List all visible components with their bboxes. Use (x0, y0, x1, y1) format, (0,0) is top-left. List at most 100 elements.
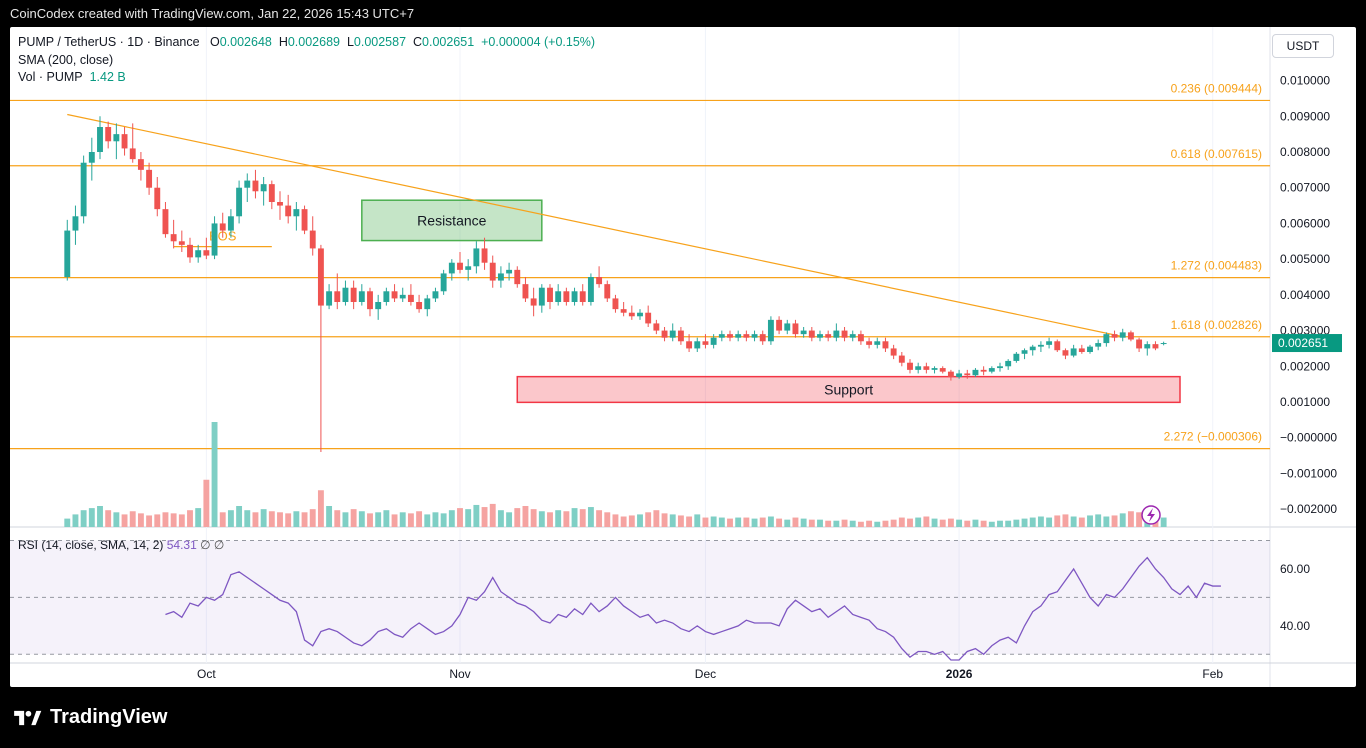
price-axis-label: 0.001000 (1280, 395, 1330, 409)
support-label: Support (824, 382, 873, 398)
candle-body (1087, 346, 1093, 352)
candle-body (416, 302, 423, 310)
volume-bar (538, 511, 545, 527)
volume-bar (849, 520, 856, 527)
volume-bar (702, 517, 709, 527)
candle-body (424, 298, 431, 310)
volume-bar (72, 514, 79, 527)
volume-bar (767, 516, 774, 527)
trendline (67, 113, 1123, 338)
candle-body (547, 287, 553, 302)
volume-bar (743, 517, 750, 527)
candle-body (277, 202, 283, 206)
volume-bar (1005, 520, 1012, 527)
candle-body (97, 127, 103, 152)
volume-bar (579, 509, 586, 527)
candle-body (997, 366, 1003, 369)
volume-bar (1046, 517, 1053, 527)
volume-legend[interactable]: Vol · PUMP 1.42 B (18, 70, 126, 84)
volume-bar (1062, 514, 1069, 527)
candle-body (64, 230, 71, 277)
candle-body (358, 291, 365, 302)
volume-bar (137, 513, 144, 527)
candle-body (146, 169, 153, 188)
candle-body (931, 368, 938, 370)
candle-body (481, 248, 488, 263)
volume-bar (473, 504, 480, 527)
volume-bar (162, 512, 169, 527)
candle-body (1136, 339, 1143, 349)
candle-body (162, 209, 169, 235)
volume-bar (907, 518, 913, 527)
volume-bar (1021, 518, 1028, 527)
candle-body (579, 291, 586, 302)
volume-bar (227, 510, 234, 527)
price-axis-label: 0.007000 (1280, 181, 1330, 195)
price-axis-label: −0.000000 (1280, 431, 1337, 445)
sma-legend[interactable]: SMA (200, close) (18, 53, 114, 67)
volume-bar (342, 512, 349, 527)
candle-body (980, 369, 987, 372)
hidden-icon[interactable]: ∅ ∅ (200, 538, 225, 552)
volume-bar (88, 508, 95, 527)
candle-body (857, 334, 864, 342)
candle-body (137, 159, 144, 170)
candle-body (391, 291, 398, 299)
price-chart-svg[interactable]: OctNovDec2026Feb0.0110000.0100000.009000… (10, 27, 1356, 687)
volume-bar (497, 510, 504, 527)
volume-bar (170, 513, 177, 527)
candle-body (203, 250, 210, 256)
volume-bar (1136, 512, 1143, 527)
candle-body (432, 291, 439, 299)
volume-bar (448, 510, 455, 527)
volume-bar (1070, 516, 1077, 527)
candle-body (506, 269, 513, 274)
candle-body (1037, 344, 1044, 347)
currency-button[interactable]: USDT (1272, 34, 1334, 58)
candle-body (645, 312, 652, 324)
volume-bar (1013, 519, 1020, 527)
time-axis-label: Dec (695, 667, 716, 681)
candle-body (817, 334, 823, 338)
volume-bar (489, 503, 496, 527)
candle-body (686, 341, 693, 349)
candle-body (227, 216, 234, 231)
rsi-legend[interactable]: RSI (14, close, SMA, 14, 2) 54.31 ∅ ∅ (18, 538, 224, 552)
volume-bar (260, 509, 267, 527)
candle-body (751, 334, 758, 338)
candle-body (743, 334, 750, 338)
symbol-label[interactable]: PUMP / TetherUS · 1D · Binance (18, 35, 200, 49)
candle-body (890, 348, 897, 356)
volume-bar (1119, 513, 1126, 527)
candle-body (849, 334, 856, 338)
volume-bar (80, 510, 87, 527)
candle-body (236, 187, 243, 217)
price-axis-label: −0.002000 (1280, 502, 1337, 516)
tradingview-footer: TradingView (12, 706, 167, 729)
candle-body (1119, 332, 1126, 338)
candle-body (1054, 341, 1061, 351)
volume-bar (309, 509, 316, 527)
volume-bar (825, 520, 832, 527)
candle-body (473, 248, 480, 267)
candle-body (326, 291, 333, 306)
volume-bar (146, 515, 153, 527)
candle-body (129, 148, 136, 160)
volume-bar (530, 509, 537, 527)
volume-bar (1095, 514, 1102, 527)
volume-bar (113, 512, 120, 527)
rsi-axis-label: 40.00 (1280, 619, 1310, 633)
volume-bar (121, 514, 128, 527)
volume-bar (555, 510, 562, 527)
volume-bar (326, 506, 333, 527)
candle-body (154, 187, 161, 210)
candle-body (1021, 350, 1028, 354)
candle-body (661, 330, 668, 338)
volume-bar (587, 507, 594, 527)
tradingview-brand: TradingView (50, 706, 168, 728)
volume-bar (334, 510, 341, 527)
volume-bar (481, 507, 488, 527)
volume-bar (866, 520, 873, 527)
candle-body (1152, 344, 1159, 349)
volume-bar (817, 519, 823, 527)
